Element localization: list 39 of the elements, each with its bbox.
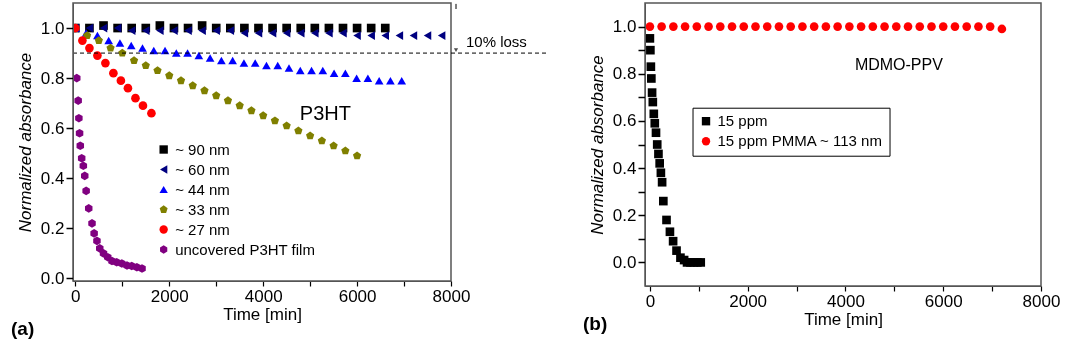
y-tick-label: 0.6 <box>40 118 65 138</box>
ref-line-label: 10% loss <box>466 33 527 51</box>
y-axis-title: Normalized absorbance <box>587 55 607 235</box>
legend-label: 15 ppm PMMA ~ 113 nm <box>717 132 882 150</box>
x-tick-label: 4000 <box>827 291 865 311</box>
y-tick-label: 0.2 <box>612 205 637 225</box>
y-tick-label: 1.0 <box>40 18 65 38</box>
x-tick-label: 8000 <box>432 286 471 306</box>
legend-label: 15 ppm <box>717 112 768 130</box>
y-axis-title: Normalized absorbance <box>15 52 35 233</box>
x-tick-label: 8000 <box>1022 291 1061 311</box>
legend-label: ~ 27 nm <box>175 220 230 238</box>
x-tick-label: 6000 <box>338 286 377 306</box>
legend-label: ~ 44 nm <box>175 180 230 198</box>
y-tick-label: 0.8 <box>40 68 65 88</box>
text: (b) <box>583 313 608 334</box>
x-tick-label: 6000 <box>924 291 963 311</box>
y-tick-label: 0.4 <box>612 158 637 178</box>
x-tick-label: 0 <box>645 291 656 311</box>
y-tick-label: 0.2 <box>40 218 65 238</box>
x-tick-label: 4000 <box>244 286 283 306</box>
x-tick-label: 0 <box>71 286 81 306</box>
x-axis-title: Time [min] <box>804 309 883 329</box>
annotation: MDMO-PPV <box>854 56 944 74</box>
legend-label: uncovered P3HT film <box>175 240 315 258</box>
x-tick-label: 2000 <box>729 291 768 311</box>
legend-label: ~ 33 nm <box>175 200 230 218</box>
text: (a) <box>11 318 35 339</box>
x-tick-label: 2000 <box>150 286 189 306</box>
legend-label: ~ 60 nm <box>175 160 230 178</box>
y-tick-label: 0.0 <box>612 252 637 272</box>
x-axis-title: Time [min] <box>223 304 302 324</box>
y-tick-label: 0.4 <box>40 168 65 188</box>
y-tick-label: 1.0 <box>612 17 637 37</box>
annotation: P3HT <box>299 102 351 125</box>
legend-label: ~ 90 nm <box>175 140 230 158</box>
y-tick-label: 0.8 <box>612 64 637 84</box>
y-tick-label: 0.0 <box>40 269 65 288</box>
y-tick-label: 0.6 <box>612 111 637 131</box>
